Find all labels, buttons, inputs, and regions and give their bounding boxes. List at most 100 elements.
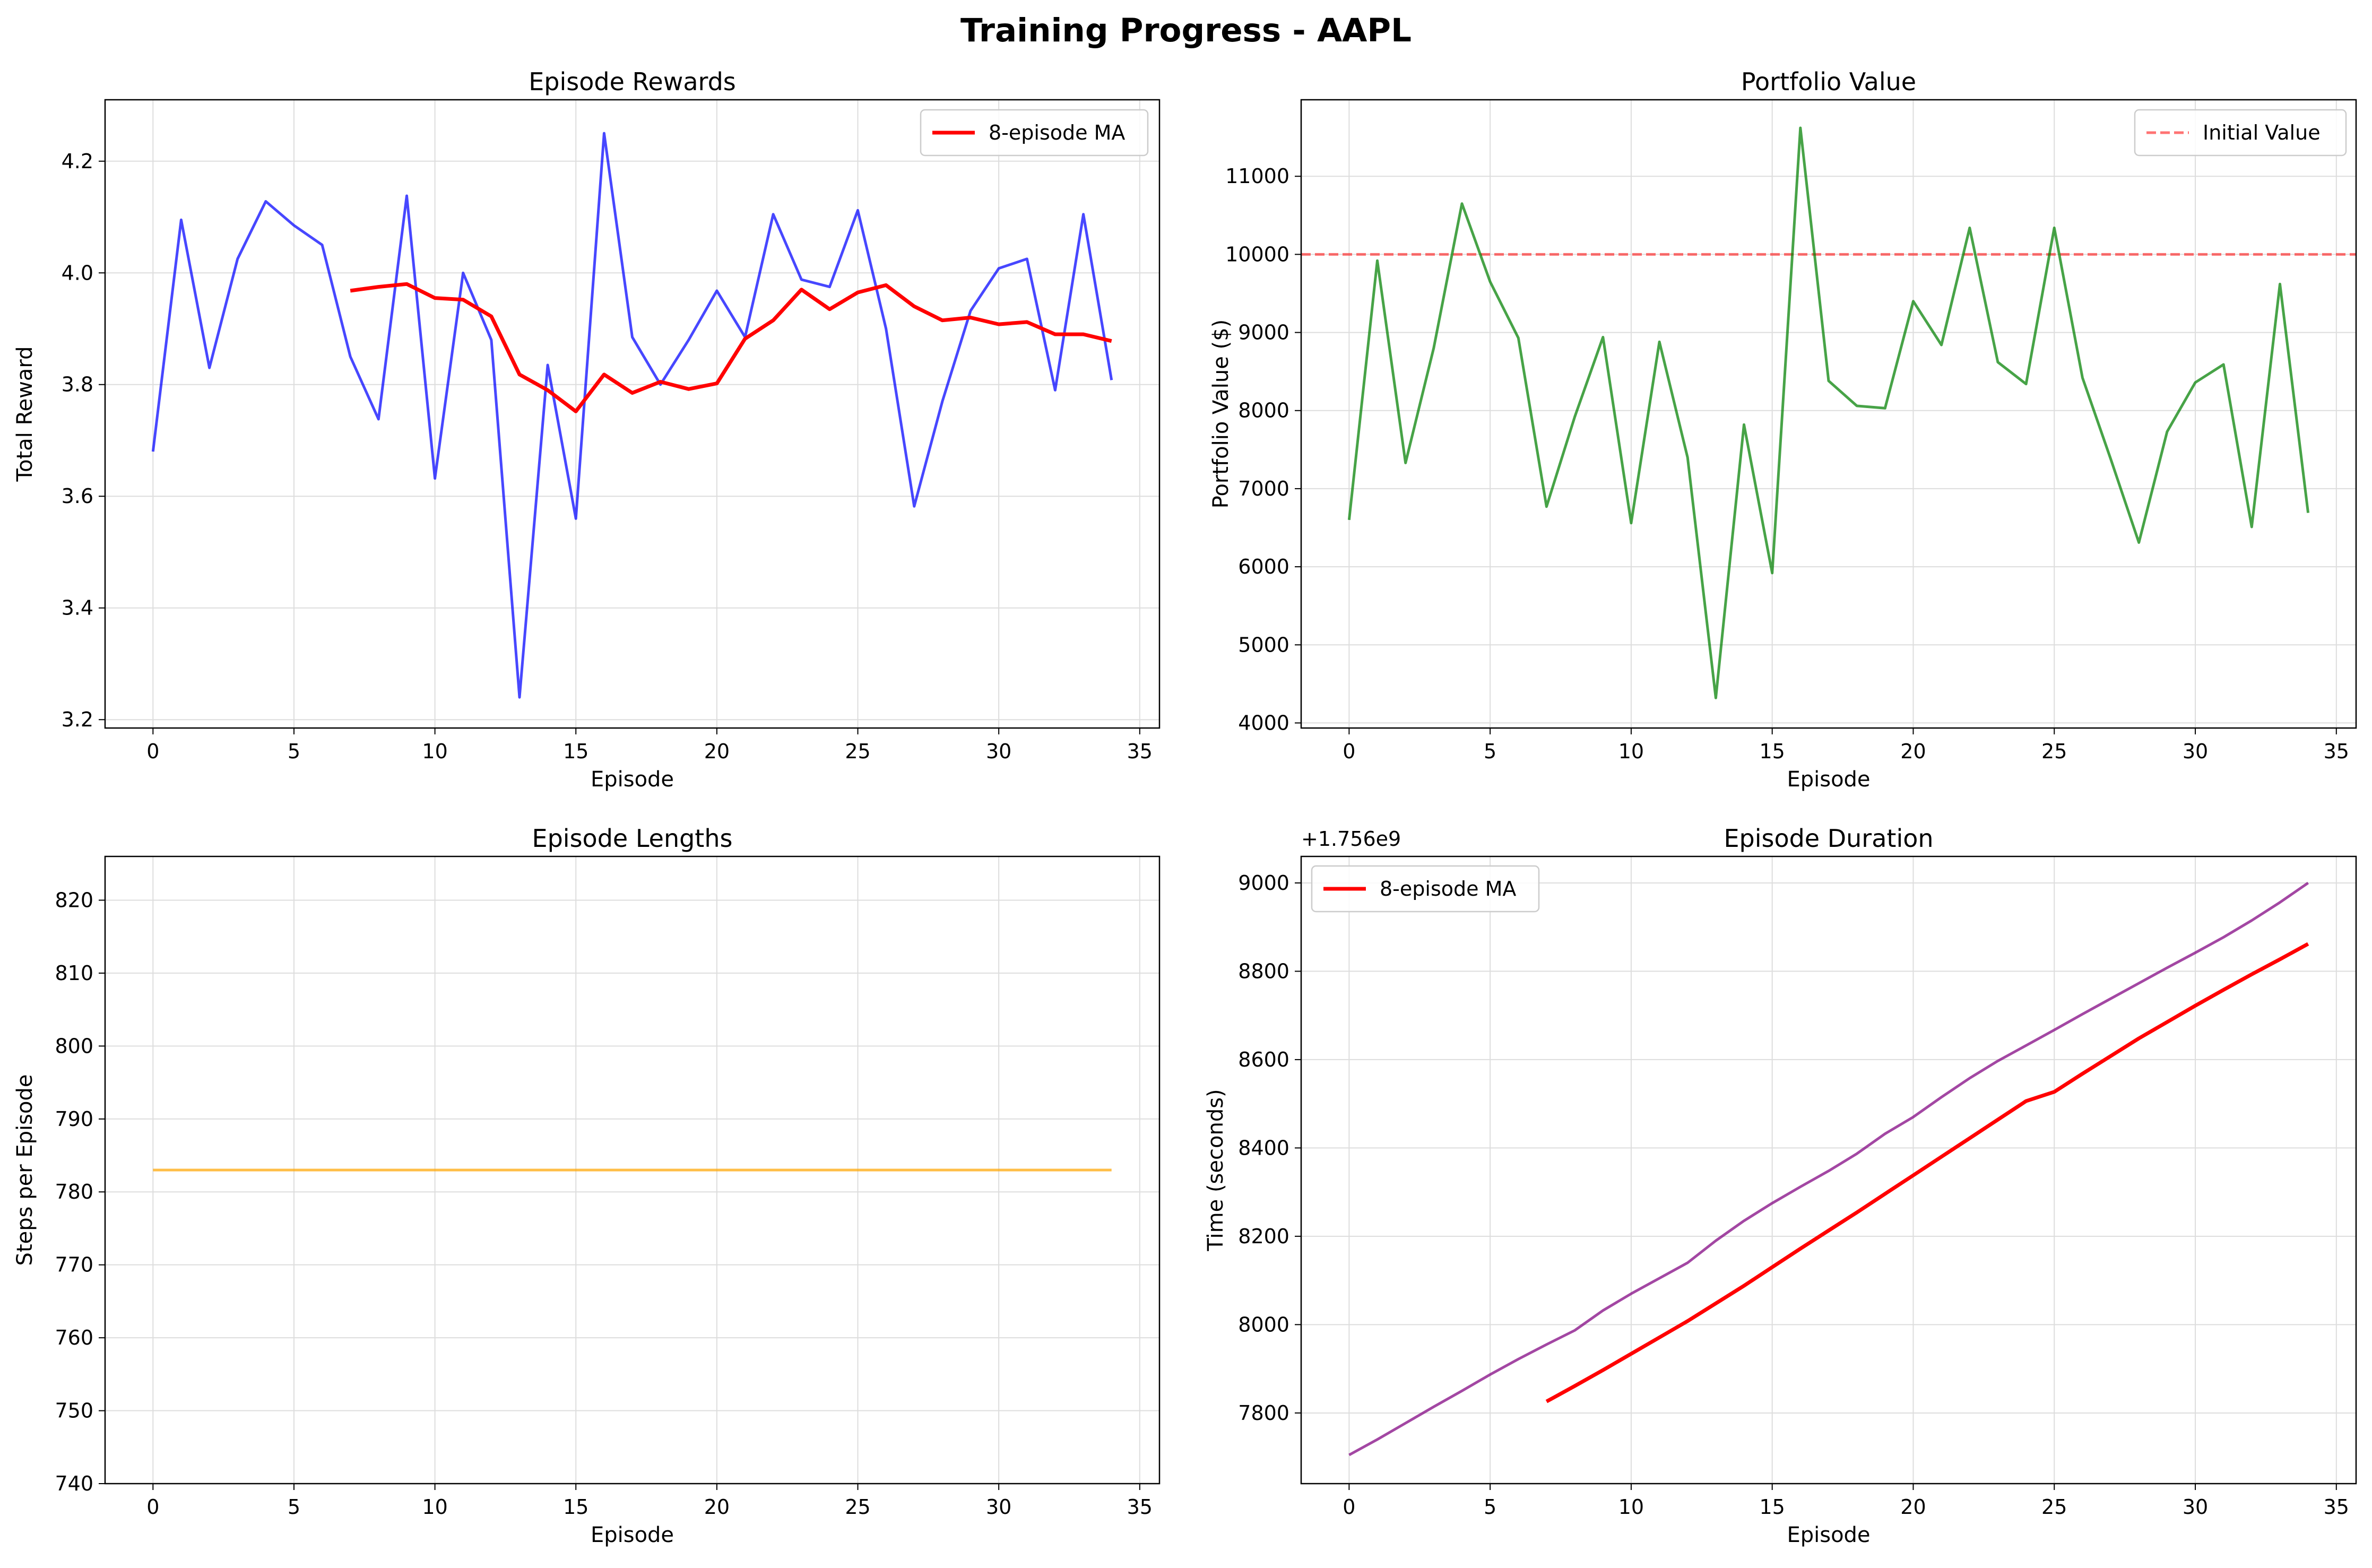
x-tick-label: 5: [288, 1495, 300, 1519]
x-axis-label: Episode: [1787, 1523, 1870, 1547]
x-tick-label: 15: [563, 740, 588, 763]
y-tick-label: 790: [55, 1107, 93, 1131]
y-tick-label: 8000: [1238, 1313, 1289, 1336]
x-tick-label: 25: [2041, 740, 2067, 763]
x-tick-label: 30: [986, 740, 1011, 763]
x-axis-label: Episode: [591, 1523, 674, 1547]
x-tick-label: 5: [1484, 1495, 1496, 1519]
legend-label: Initial Value: [2203, 121, 2321, 144]
subplot-title: Episode Duration: [1724, 824, 1933, 853]
y-tick-label: 9000: [1238, 871, 1289, 895]
x-tick-label: 35: [1127, 740, 1153, 763]
ma-series-line: [1545, 942, 2309, 1404]
y-tick-label: 5000: [1238, 633, 1289, 656]
x-tick-label: 35: [2324, 1495, 2349, 1519]
y-tick-label: 9000: [1238, 321, 1289, 344]
x-tick-label: 20: [704, 740, 730, 763]
y-tick-label: 4.2: [62, 150, 93, 173]
y-tick-label: 750: [55, 1399, 93, 1423]
subplot-grid: 0 5 10 15 20 25 30 35 3.2 3.4 3.6 3.8 4.0 4.2 Episode …: [13, 67, 2357, 1547]
x-tick-label: 25: [845, 1495, 870, 1519]
x-tick-label: 15: [1760, 1495, 1785, 1519]
y-tick-label: 3.8: [62, 373, 93, 396]
axes-frame: [1300, 855, 2357, 1485]
x-tick-label: 15: [1760, 740, 1785, 763]
y-tick-label: 770: [55, 1253, 93, 1277]
x-tick-label: 10: [1618, 1495, 1644, 1519]
x-tick-label: 10: [1618, 740, 1644, 763]
y-tick-label: 4000: [1238, 711, 1289, 734]
y-tick-label: 820: [55, 888, 93, 912]
x-tick-label: 30: [2183, 740, 2208, 763]
subplot-3: 0 5 10 15 20 25 30 35 740 750 760 770 780 790 800 810 82…: [13, 824, 1161, 1547]
y-axis-label: Time (seconds): [1204, 1089, 1228, 1251]
y-tick-label: 8000: [1238, 399, 1289, 422]
x-tick-label: 5: [1484, 740, 1496, 763]
y-tick-label: 8800: [1238, 959, 1289, 983]
x-tick-label: 20: [704, 1495, 730, 1519]
x-axis-label: Episode: [591, 767, 674, 792]
y-tick-label: 3.6: [62, 484, 93, 508]
legend-box: [920, 109, 1149, 157]
x-tick-label: 10: [422, 740, 447, 763]
legend: 8-episode MA: [920, 109, 1149, 157]
legend: 8-episode MA: [1311, 865, 1540, 913]
subplot-title: Episode Rewards: [529, 67, 736, 96]
y-tick-label: 11000: [1225, 164, 1289, 188]
legend-box: [2134, 109, 2347, 157]
x-tick-label: 35: [1127, 1495, 1153, 1519]
y-tick-label: 3.4: [62, 596, 93, 620]
y-tick-label: 6000: [1238, 555, 1289, 578]
legend-label: 8-episode MA: [989, 121, 1125, 144]
x-tick-label: 30: [2183, 1495, 2208, 1519]
x-tick-label: 20: [1900, 1495, 1926, 1519]
figure-title: Training Progress - AAPL: [960, 12, 1412, 49]
y-tick-label: 780: [55, 1180, 93, 1203]
legend-label: 8-episode MA: [1380, 877, 1516, 900]
x-tick-label: 0: [1343, 740, 1355, 763]
y-tick-label: 810: [55, 961, 93, 985]
series-line-1: [151, 132, 1113, 699]
x-tick-label: 0: [1343, 1495, 1355, 1519]
ma-series-line: [350, 282, 1112, 413]
x-tick-label: 25: [2041, 1495, 2067, 1519]
x-tick-label: 35: [2324, 740, 2349, 763]
x-tick-label: 25: [845, 740, 870, 763]
x-tick-label: 10: [422, 1495, 447, 1519]
y-tick-label: 7800: [1238, 1401, 1289, 1425]
y-axis-label: Steps per Episode: [13, 1075, 37, 1266]
y-tick-label: 800: [55, 1034, 93, 1058]
series-line-1: [1347, 126, 2310, 699]
x-tick-label: 5: [288, 740, 300, 763]
subplot-4: 0 5 10 15 20 25 30 35 7800 8000 8200 8400 8600 8800 90…: [1204, 824, 2357, 1547]
y-tick-label: 8200: [1238, 1225, 1289, 1248]
x-tick-label: 0: [146, 740, 159, 763]
y-axis-label: Portfolio Value ($): [1209, 319, 1233, 508]
y-tick-label: 740: [55, 1472, 93, 1495]
y-tick-label: 10000: [1225, 242, 1289, 266]
legend-box: [1311, 865, 1540, 913]
axes-frame: [1300, 99, 2357, 729]
x-axis-label: Episode: [1787, 767, 1870, 792]
y-tick-label: 8600: [1238, 1048, 1289, 1071]
y-tick-label: 4.0: [62, 261, 93, 284]
y-axis-label: Total Reward: [13, 346, 37, 482]
x-tick-label: 20: [1900, 740, 1926, 763]
x-tick-label: 30: [986, 1495, 1011, 1519]
y-tick-label: 8400: [1238, 1136, 1289, 1159]
series-line-1: [1348, 881, 2309, 1457]
y-tick-label: 760: [55, 1326, 93, 1349]
y-offset-label: +1.756e9: [1301, 827, 1401, 851]
axes-frame: [104, 855, 1161, 1485]
subplot-2: 0 5 10 15 20 25 30 35 4000 5000 6000 7000 8000 9000 10…: [1209, 67, 2357, 792]
x-tick-label: 0: [146, 1495, 159, 1519]
y-tick-label: 7000: [1238, 477, 1289, 500]
subplot-title: Portfolio Value: [1741, 67, 1916, 96]
axes-frame: [104, 99, 1161, 729]
y-tick-label: 3.2: [62, 708, 93, 731]
subplot-title: Episode Lengths: [532, 824, 733, 853]
x-tick-label: 15: [563, 1495, 588, 1519]
legend: Initial Value: [2134, 109, 2347, 157]
subplot-1: 0 5 10 15 20 25 30 35 3.2 3.4 3.6 3.8 4.0 4.2 Episode …: [13, 67, 1161, 792]
